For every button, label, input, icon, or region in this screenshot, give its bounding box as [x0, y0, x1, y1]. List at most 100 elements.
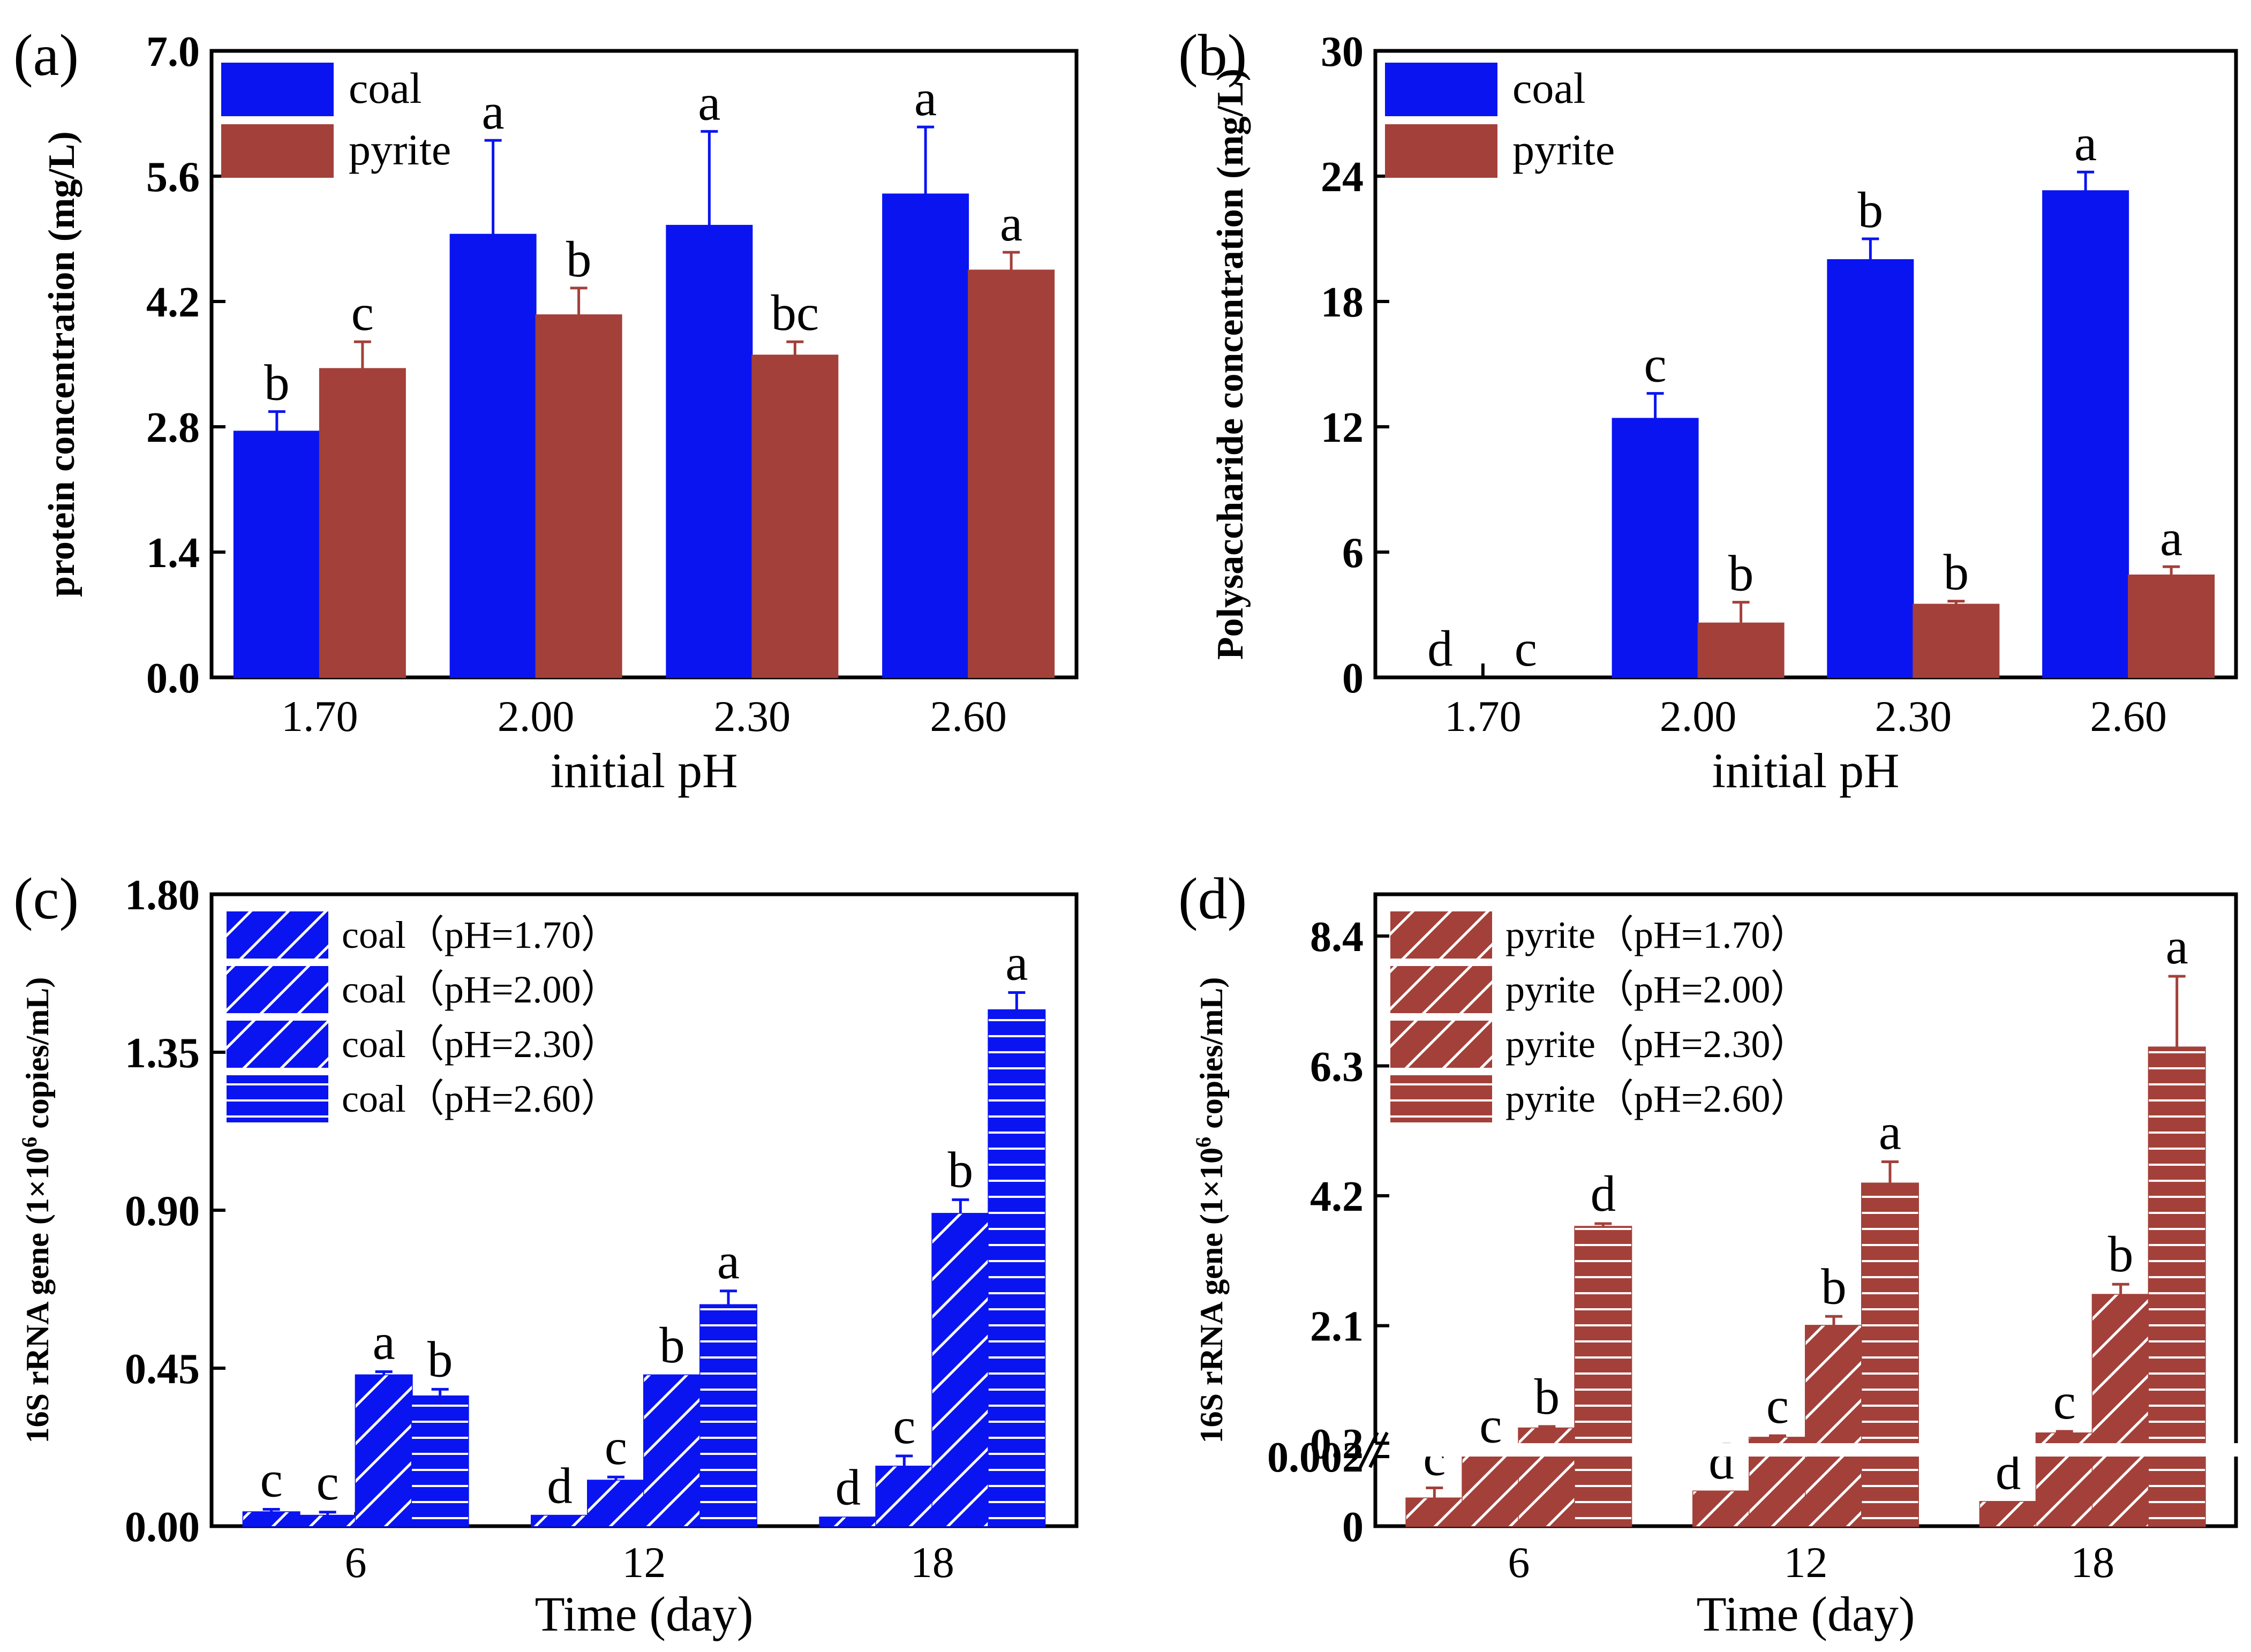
panel-c-xtick-label: 6: [345, 1538, 367, 1587]
panel-b-bar-pyrite: [2128, 574, 2215, 678]
panel-a-xlabel: initial pH: [550, 743, 737, 798]
panel-c-ytick-label: 0.45: [125, 1346, 200, 1393]
panel-a-legend-swatch: [221, 63, 334, 116]
panel-c-significance-letter: a: [373, 1314, 395, 1370]
panel-a-frame: [209, 49, 1079, 680]
panel-b-significance-letter: a: [2160, 509, 2182, 566]
panel-c-bar-hatch: [876, 1466, 932, 1526]
panel-c-bar-hatch: [988, 1010, 1045, 1526]
panel-d-ytick-label: 0.2: [1310, 1421, 1364, 1468]
panel-d-xtick-label: 12: [1784, 1538, 1828, 1587]
panel-d-bar-hatch: [1980, 1502, 2037, 1526]
panel-d-bar-hatch: [1693, 1491, 1750, 1526]
panel-a-bar-coal: [449, 233, 537, 678]
panel-b-bar-coal: [1827, 259, 1914, 678]
panel-c-ylabel-part: 16S rRNA gene (1×10: [20, 1148, 55, 1443]
panel-a-significance-letter: c: [351, 284, 374, 341]
panel-a-label: (a): [13, 22, 79, 88]
panel-d-ytick-label: 0.002: [1267, 1434, 1364, 1481]
panel-c-significance-letter: b: [659, 1317, 685, 1374]
panel-d-ylabel-part: 16S rRNA gene (1×10: [1194, 1148, 1229, 1443]
panel-c-ytick-label: 1.35: [125, 1030, 200, 1077]
panel-c-significance-letter: b: [427, 1331, 453, 1387]
panel-d-ytick-label: 8.4: [1310, 914, 1364, 961]
panel-b-bar-coal: [1612, 418, 1699, 678]
panel-c-legend-label: coal（pH=2.60）: [342, 1077, 620, 1120]
panel-a-bar-coal: [233, 431, 320, 678]
panel-d-significance-letter: a: [1879, 1104, 1901, 1160]
panel-d-axis-break-mark: [1359, 1431, 1379, 1468]
panel-c-bar-hatch: [356, 1375, 412, 1526]
panel-b-bar-coal: [2042, 190, 2129, 678]
panel-d-axis-break-band: [1373, 1443, 2238, 1457]
panel-d-bar-hatch: [1575, 1226, 1631, 1526]
panel-b-significance-letter: d: [1427, 620, 1453, 677]
panel-b-xlabel: initial pH: [1712, 743, 1899, 798]
panel-a-xtick-label: 2.30: [714, 692, 791, 741]
panel-d-ytick-label: 2.1: [1310, 1303, 1364, 1351]
panel-a-ytick-label: 5.6: [146, 154, 200, 201]
panel-a-ytick-label: 2.8: [146, 404, 200, 451]
panel-b-legend-label: pyrite: [1512, 125, 1615, 174]
panel-a-significance-letter: b: [264, 354, 290, 411]
panel-d-bar-hatch: [1805, 1325, 1862, 1526]
panel-d-xlabel: Time (day): [1696, 1587, 1915, 1641]
panel-d-legend-swatch-hatch: [1390, 966, 1492, 1013]
panel-a-significance-letter: a: [1000, 195, 1022, 252]
panel-a-bar-pyrite: [968, 269, 1055, 678]
panel-b-xtick-label: 2.00: [1660, 692, 1737, 741]
panel-c-ytick-label: 1.80: [125, 872, 200, 919]
panel-b-label: (b): [1178, 22, 1247, 88]
panel-c-significance-letter: c: [317, 1454, 339, 1511]
panel-b-ytick-label: 6: [1342, 530, 1364, 577]
panel-d-ylabel-part: copies/mL): [1194, 977, 1229, 1137]
panel-d-legend-swatch-hatch: [1390, 1021, 1492, 1068]
panel-a-xtick-label: 2.00: [498, 692, 575, 741]
panel-c-legend-swatch-hatch: [227, 1021, 328, 1068]
panel-c-xlabel: Time (day): [534, 1587, 753, 1641]
panel-c-ytick-label: 0.90: [125, 1188, 200, 1235]
panel-d-significance-letter: a: [2166, 918, 2188, 975]
panel-c-xtick-label: 12: [622, 1538, 666, 1587]
panel-a-bar-pyrite: [535, 314, 622, 678]
panel-a-significance-letter: a: [914, 70, 937, 126]
panel-b-ytick-label: 24: [1321, 154, 1364, 201]
panel-b-significance-letter: c: [1644, 336, 1667, 393]
panel-b-significance-letter: c: [1515, 620, 1537, 677]
panel-d-legend-label: pyrite（pH=1.70）: [1505, 914, 1809, 956]
panel-d-legend-swatch-hatch: [1390, 1075, 1492, 1122]
panel-a-significance-letter: a: [482, 83, 505, 140]
panel-c-xtick-label: 18: [910, 1538, 954, 1587]
panel-d-legend-label: pyrite（pH=2.00）: [1505, 968, 1809, 1011]
panel-c-significance-letter: b: [948, 1141, 974, 1198]
panel-a-legend-swatch: [221, 124, 334, 178]
panel-b-significance-letter: a: [2074, 115, 2097, 171]
panel-d-xtick-label: 18: [2071, 1538, 2114, 1587]
panel-a-significance-letter: bc: [771, 284, 819, 341]
panel-c-bar-hatch: [932, 1213, 989, 1526]
panel-d-significance-letter: b: [2108, 1226, 2134, 1283]
panel-b-xtick-label: 2.30: [1875, 692, 1952, 741]
panel-d-legend-label: pyrite（pH=2.60）: [1505, 1077, 1809, 1120]
panel-c-significance-letter: c: [260, 1451, 283, 1508]
panel-a-ytick-label: 4.2: [146, 279, 200, 326]
panel-c-significance-letter: a: [717, 1233, 740, 1289]
panel-b-xtick-label: 2.60: [2090, 692, 2167, 741]
panel-a-ytick-label: 0.0: [146, 655, 200, 702]
panel-a-ylabel: protein concentration (mg/L): [41, 131, 82, 597]
panel-c-bar-hatch: [531, 1515, 588, 1526]
panel-d-label: (d): [1178, 866, 1247, 931]
panel-c-ytick-label: 0.00: [125, 1504, 200, 1551]
panel-c-ylabel: 16S rRNA gene (1×106 copies/mL): [17, 977, 55, 1444]
panel-b-ylabel: Polysaccharide concentration (mg/L): [1210, 69, 1251, 660]
panel-a-ytick-label: 7.0: [146, 28, 200, 76]
panel-c-ylabel-part: copies/mL): [20, 977, 55, 1137]
panel-b-ytick-label: 18: [1321, 279, 1364, 326]
panel-b-bar-pyrite: [1913, 604, 2000, 678]
panel-c-significance-letter: d: [547, 1457, 573, 1514]
panel-c-label: (c): [13, 866, 79, 931]
panel-c-bar-hatch: [819, 1517, 876, 1526]
panel-c-ylabel-part: 6: [17, 1137, 41, 1148]
panel-b-ytick-label: 12: [1321, 404, 1364, 451]
